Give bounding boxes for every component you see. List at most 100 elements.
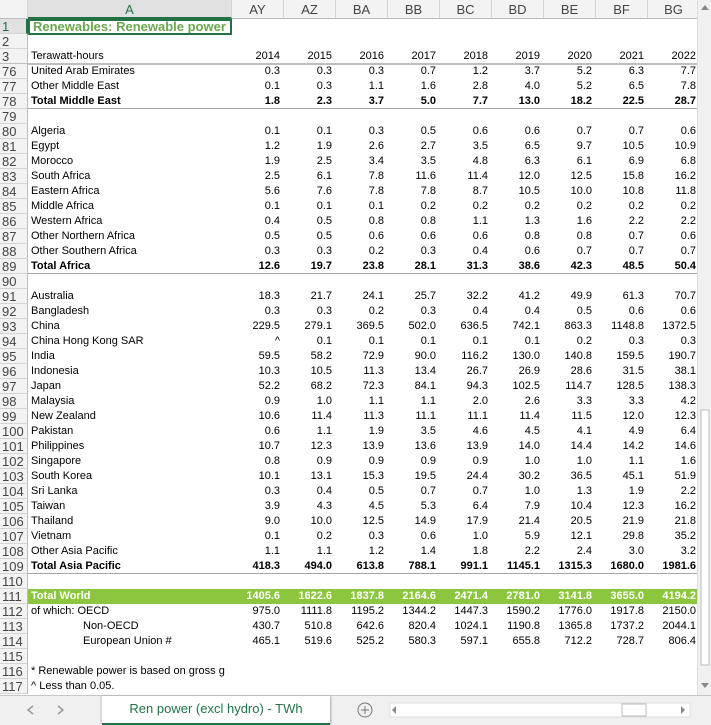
cell-value[interactable]: 465.1: [252, 635, 280, 647]
cell-value[interactable]: 13.4: [414, 365, 436, 377]
row-number[interactable]: 78: [0, 94, 28, 109]
row-number[interactable]: 109: [0, 559, 28, 574]
cell-value[interactable]: 2.2: [680, 215, 696, 227]
cell-value[interactable]: 0.9: [368, 455, 384, 467]
row-number[interactable]: 1: [0, 19, 28, 34]
row-number[interactable]: 92: [0, 304, 28, 319]
cell-value[interactable]: 4.1: [576, 425, 592, 437]
cell-value[interactable]: 0.6: [420, 230, 436, 242]
row-number[interactable]: 112: [0, 604, 28, 619]
cell-value[interactable]: 636.5: [460, 320, 488, 332]
vertical-scrollbar[interactable]: [697, 0, 711, 695]
cell-value[interactable]: 94.3: [466, 380, 488, 392]
cell-value[interactable]: 0.7: [420, 485, 436, 497]
cell-value[interactable]: 2471.4: [454, 590, 488, 602]
cell-value[interactable]: 12.0: [518, 170, 540, 182]
cell-value[interactable]: ^: [274, 335, 280, 347]
cell-value[interactable]: 2.2: [524, 545, 540, 557]
row-number[interactable]: 83: [0, 169, 28, 184]
cell-value[interactable]: 0.3: [368, 125, 384, 137]
cell-value[interactable]: 38.6: [518, 260, 540, 272]
cell-value[interactable]: 0.7: [420, 65, 436, 77]
cell-value[interactable]: 16.2: [674, 170, 696, 182]
cell-value[interactable]: 0.4: [472, 305, 488, 317]
cell-value[interactable]: 494.0: [304, 560, 332, 572]
cell-value[interactable]: 1.1: [264, 545, 280, 557]
cell-value[interactable]: 1.8: [264, 95, 280, 107]
cell-value[interactable]: 3.9: [264, 500, 280, 512]
cell-value[interactable]: 7.7: [472, 95, 488, 107]
cell-value[interactable]: 28.1: [414, 260, 436, 272]
cell-value[interactable]: 1190.8: [507, 620, 540, 632]
cell-value[interactable]: 1.0: [472, 530, 488, 542]
cell-value[interactable]: 72.3: [362, 380, 384, 392]
cell-value[interactable]: 3655.0: [610, 590, 644, 602]
cell-value[interactable]: 279.1: [304, 320, 332, 332]
cell-value[interactable]: 0.6: [472, 230, 488, 242]
cell-value[interactable]: 35.2: [674, 530, 696, 542]
cell-value[interactable]: 19.5: [414, 470, 436, 482]
cell-value[interactable]: 525.2: [356, 635, 384, 647]
cell-value[interactable]: 12.3: [622, 500, 644, 512]
cell-value[interactable]: 13.9: [466, 440, 488, 452]
cell-value[interactable]: 6.1: [316, 170, 332, 182]
cell-value[interactable]: 1622.6: [298, 590, 332, 602]
cell-value[interactable]: 1737.2: [610, 620, 644, 632]
cell-value[interactable]: 0.6: [680, 230, 696, 242]
cell-value[interactable]: 0.7: [576, 245, 592, 257]
cell-value[interactable]: 6.4: [472, 500, 488, 512]
cell-value[interactable]: 5.6: [264, 185, 280, 197]
cell-value[interactable]: 11.1: [467, 410, 488, 422]
cell-value[interactable]: 6.3: [524, 155, 540, 167]
cell-value[interactable]: 1365.8: [558, 620, 592, 632]
cell-value[interactable]: 0.3: [264, 245, 280, 257]
cell-value[interactable]: 0.1: [316, 200, 332, 212]
cell-value[interactable]: 4.2: [680, 395, 696, 407]
cell-value[interactable]: 0.3: [680, 335, 696, 347]
cell-value[interactable]: 1.0: [316, 395, 332, 407]
cell-value[interactable]: 138.3: [668, 380, 696, 392]
cell-value[interactable]: 7.8: [368, 185, 384, 197]
cell-value[interactable]: 23.8: [362, 260, 384, 272]
column-header[interactable]: A: [28, 0, 232, 19]
cell-value[interactable]: 229.5: [252, 320, 280, 332]
cell-value[interactable]: 12.6: [258, 260, 280, 272]
cell-value[interactable]: 0.2: [316, 530, 332, 542]
cell-value[interactable]: 12.0: [622, 410, 644, 422]
cell-value[interactable]: 28.7: [674, 95, 696, 107]
cell-value[interactable]: 0.3: [316, 305, 332, 317]
cell-value[interactable]: 0.6: [524, 125, 540, 137]
cell-value[interactable]: 1315.3: [558, 560, 592, 572]
cell-value[interactable]: 4.5: [524, 425, 540, 437]
cell-value[interactable]: 0.8: [576, 230, 592, 242]
cell-value[interactable]: 9.0: [264, 515, 280, 527]
cell-value[interactable]: 0.3: [316, 65, 332, 77]
cell-value[interactable]: 102.5: [512, 380, 540, 392]
row-number[interactable]: 110: [0, 574, 28, 589]
cell-value[interactable]: 3.3: [628, 395, 644, 407]
cell-value[interactable]: 0.7: [628, 230, 644, 242]
row-number[interactable]: 82: [0, 154, 28, 169]
column-header[interactable]: BE: [544, 0, 596, 19]
cell-value[interactable]: 19.7: [310, 260, 332, 272]
cell-value[interactable]: 14.2: [622, 440, 644, 452]
cell-value[interactable]: 0.6: [628, 305, 644, 317]
cell-value[interactable]: 2.6: [368, 140, 384, 152]
cell-value[interactable]: 6.9: [628, 155, 644, 167]
row-number[interactable]: 80: [0, 124, 28, 139]
cell-value[interactable]: 3.3: [576, 395, 592, 407]
cell-value[interactable]: 18.3: [258, 290, 280, 302]
cell-value[interactable]: 3.2: [680, 545, 696, 557]
cell-value[interactable]: 642.6: [356, 620, 384, 632]
cell-value[interactable]: 10.5: [310, 365, 332, 377]
cell-value[interactable]: 0.9: [420, 455, 436, 467]
cell-value[interactable]: 0.6: [680, 305, 696, 317]
cell-value[interactable]: 9.7: [576, 140, 592, 152]
cell-value[interactable]: 0.1: [368, 335, 384, 347]
sheet-tab[interactable]: Ren power (excl hydro) - TWh: [102, 696, 330, 725]
cell-value[interactable]: 0.3: [264, 65, 280, 77]
cell-value[interactable]: 0.1: [264, 530, 280, 542]
cell-value[interactable]: 10.1: [258, 470, 280, 482]
cell-value[interactable]: 0.3: [264, 485, 280, 497]
cell-value[interactable]: 0.1: [524, 335, 540, 347]
